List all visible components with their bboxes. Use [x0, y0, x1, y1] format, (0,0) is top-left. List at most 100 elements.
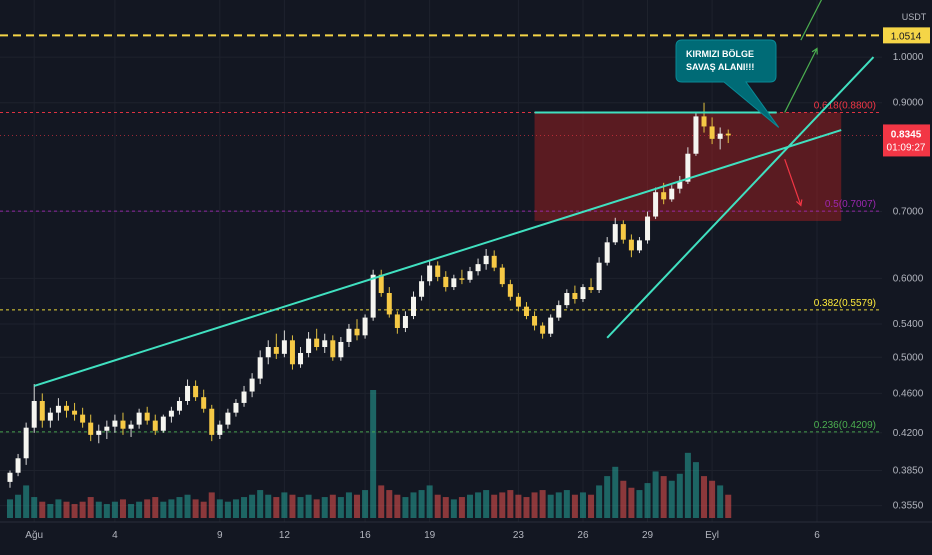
- time-tick-label: 29: [642, 530, 654, 541]
- candle-body: [386, 293, 392, 315]
- candle-body: [249, 378, 255, 392]
- volume-bar: [491, 494, 498, 518]
- price-tick-label: 0.7000: [893, 207, 924, 218]
- candle-body: [281, 340, 287, 354]
- candle-body: [112, 420, 118, 427]
- candle-body: [402, 316, 408, 328]
- currency-label: USDT: [902, 12, 927, 22]
- candle-body: [604, 242, 610, 263]
- price-tick-label: 1.0000: [893, 52, 924, 63]
- volume-bar: [111, 501, 118, 518]
- volume-bar: [79, 501, 86, 518]
- candle-body: [257, 357, 263, 379]
- volume-bar: [442, 497, 449, 518]
- time-tick-label: 12: [279, 530, 291, 541]
- volume-bar: [265, 494, 272, 518]
- candle-body: [427, 265, 433, 282]
- volume-bar: [87, 497, 94, 518]
- candle-body: [160, 416, 166, 431]
- volume-bar: [7, 499, 13, 518]
- candle-body: [532, 316, 538, 326]
- candle-body: [168, 410, 174, 417]
- volume-bar: [23, 485, 30, 518]
- time-tick-label: 6: [814, 530, 820, 541]
- volume-bar: [684, 452, 691, 518]
- volume-bar: [636, 490, 643, 518]
- volume-bar: [555, 492, 562, 518]
- volume-bar: [39, 501, 46, 518]
- volume-bar: [55, 499, 62, 518]
- volume-bar: [466, 494, 473, 518]
- price-tick-label: 0.4600: [893, 388, 924, 399]
- price-tick-label: 0.3850: [893, 465, 924, 476]
- candle-body: [451, 278, 457, 288]
- candle-body: [540, 325, 546, 334]
- candle-body: [612, 224, 618, 243]
- candle-body: [717, 133, 723, 139]
- red-down-arrow: [784, 158, 802, 206]
- candle-body: [628, 239, 634, 251]
- volume-bar: [394, 494, 401, 518]
- annotation-callout[interactable]: KIRMIZI BÖLGE SAVAŞ ALANI!!!: [675, 39, 780, 128]
- volume-bar: [523, 497, 530, 518]
- volume-bar: [725, 494, 732, 518]
- price-axis: USDT 1.0000 0.9000 0.7000 0.6000 0.5400 0.500…: [882, 0, 932, 522]
- volume-bar: [337, 497, 344, 518]
- volume-bar: [652, 471, 659, 518]
- candle-body: [515, 296, 521, 307]
- fib-levels: 0.236(0.4209) 0.382(0.5579) 0.5(0.7007) 0.6…: [0, 34, 882, 433]
- upper-trendline: [33, 129, 842, 387]
- candle-body: [669, 188, 675, 200]
- volume-bar: [402, 497, 409, 518]
- volume-bar: [47, 504, 54, 518]
- candle-body: [523, 306, 529, 317]
- candle-body: [314, 338, 320, 348]
- candle-body: [136, 412, 142, 425]
- candle-body: [63, 405, 69, 411]
- time-tick-label: 9: [217, 530, 223, 541]
- candle-body: [556, 305, 562, 318]
- volume-bar: [249, 494, 256, 518]
- volume-bar: [410, 492, 417, 518]
- volume-bar: [628, 487, 635, 518]
- volume-bar: [620, 480, 627, 518]
- volume-bar: [596, 485, 603, 518]
- fib-label-0.618: 0.618(0.8800): [814, 100, 876, 111]
- candle-body: [330, 340, 336, 358]
- trendlines: [33, 0, 875, 387]
- green-up-arrow-2: [800, 0, 823, 41]
- candle-body: [580, 287, 586, 300]
- candle-body: [636, 240, 642, 251]
- candle-body: [653, 192, 659, 217]
- candle-body: [15, 458, 21, 473]
- candle-body: [201, 397, 207, 409]
- candle-body: [96, 430, 102, 435]
- volume-bar: [507, 490, 514, 518]
- volume-bar: [200, 501, 207, 518]
- candle-body: [499, 267, 505, 285]
- candle-body: [39, 401, 45, 421]
- volume-bar: [216, 499, 223, 518]
- candle-body: [298, 352, 304, 365]
- candle-body: [31, 401, 37, 428]
- candle-body: [564, 293, 570, 306]
- time-tick-label: 4: [112, 530, 118, 541]
- volume-bar: [676, 473, 683, 518]
- time-axis: Ağu 4 9 12 16 19 23 26 29 Eyl 6: [0, 521, 932, 541]
- green-up-arrow-1: [784, 48, 818, 113]
- candle-body: [572, 293, 578, 300]
- candle-body: [193, 385, 199, 398]
- candle-body: [306, 338, 312, 353]
- callout-text-line1: KIRMIZI BÖLGE: [686, 49, 754, 59]
- target-level-tag: [883, 27, 930, 44]
- candle-body: [217, 424, 223, 435]
- grid: [0, 0, 882, 522]
- candle-body: [144, 412, 150, 421]
- current-price-label: 0.8345: [891, 129, 922, 140]
- candles: [7, 102, 731, 488]
- volume-bar: [329, 494, 336, 518]
- lower-trendline: [606, 56, 875, 339]
- volume-bar: [152, 497, 159, 518]
